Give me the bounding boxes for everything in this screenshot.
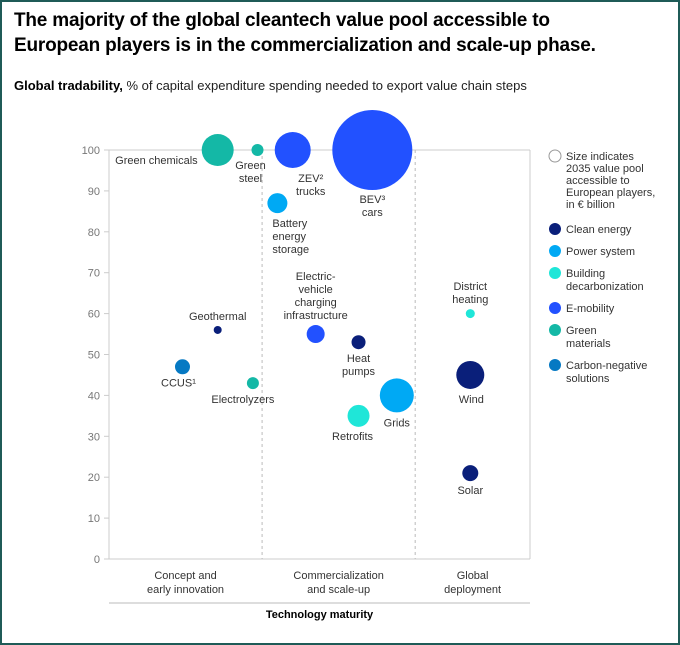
subtitle-bold: Global tradability, <box>14 78 123 93</box>
bubble-label: CCUS¹ <box>161 377 196 389</box>
x-category-label: Concept and <box>154 570 216 582</box>
bubble-label: BEV³ <box>359 194 385 206</box>
bubble-grids <box>379 378 414 413</box>
bubble-electric-vehicle-charging-infrastructure <box>306 325 325 344</box>
x-category-label: Commercialization <box>293 570 383 582</box>
legend-label: solutions <box>566 373 610 385</box>
x-category-label: and scale-up <box>307 584 370 596</box>
bubble-bev-cars <box>332 110 413 190</box>
legend-label: Green <box>566 325 597 337</box>
bubble-label: Battery <box>272 218 307 230</box>
y-tick-label: 20 <box>88 472 100 484</box>
legend-label: Carbon-negative <box>566 360 647 372</box>
bubble-green-chemicals <box>201 134 234 166</box>
bubble-label: storage <box>272 244 309 256</box>
bubble-label: Grids <box>384 417 411 429</box>
bubble-label: Green <box>235 160 266 172</box>
legend-swatch-clean-energy <box>549 223 561 235</box>
bubble-label: vehicle <box>299 284 333 296</box>
y-tick-label: 60 <box>88 309 100 321</box>
bubble-label: cars <box>362 207 383 219</box>
subtitle-rest: % of capital expenditure spending needed… <box>122 78 527 93</box>
bubble-electrolyzers <box>246 377 259 390</box>
bubble-label: energy <box>272 231 306 243</box>
legend-label: Power system <box>566 246 635 258</box>
bubble-label: heating <box>452 294 488 306</box>
size-legend-text: Size indicates <box>566 151 634 163</box>
x-category-label: early innovation <box>147 584 224 596</box>
bubble-label: Wind <box>459 394 484 406</box>
size-legend-text: accessible to <box>566 175 630 187</box>
bubble-solar <box>462 465 479 482</box>
legend-label: E-mobility <box>566 303 615 315</box>
y-tick-label: 10 <box>88 513 100 525</box>
legend-swatch-building-decarbonization <box>549 267 561 279</box>
size-legend-icon <box>548 149 562 163</box>
x-category-label: deployment <box>444 584 501 596</box>
bubble-label: ZEV² <box>298 173 323 185</box>
legend-swatch-green-materials <box>549 324 561 336</box>
bubble-battery-energy-storage <box>267 193 288 214</box>
legend-label: Building <box>566 268 605 280</box>
y-tick-label: 50 <box>88 350 100 362</box>
bubble-heat-pumps <box>351 335 366 350</box>
legend-label: materials <box>566 338 611 350</box>
size-legend-text: European players, <box>566 187 655 199</box>
bubble-label: Solar <box>457 485 483 497</box>
y-tick-label: 100 <box>82 145 100 157</box>
bubble-label: Electric- <box>296 271 336 283</box>
legend-label: Clean energy <box>566 224 632 236</box>
bubble-label: Geothermal <box>189 311 246 323</box>
legend-swatch-e-mobility <box>549 302 561 314</box>
bubble-label: Heat <box>347 353 370 365</box>
legend-label: decarbonization <box>566 281 644 293</box>
bubble-label: Green chemicals <box>115 155 198 167</box>
bubble-retrofits <box>347 404 370 427</box>
chart-subtitle: Global tradability, % of capital expendi… <box>14 78 527 93</box>
size-legend-text: 2035 value pool <box>566 163 644 175</box>
bubble-label: Retrofits <box>332 431 373 443</box>
bubble-label: infrastructure <box>284 310 348 322</box>
bubble-green-steel <box>251 144 264 156</box>
bubble-label: pumps <box>342 366 376 378</box>
bubble-district-heating <box>465 309 475 319</box>
legend-swatch-power-system <box>549 245 561 257</box>
bubble-label: charging <box>295 297 337 309</box>
bubble-label: District <box>453 281 487 293</box>
x-axis-title: Technology maturity <box>266 609 374 621</box>
legend-swatch-carbon-negative-solutions <box>549 359 561 371</box>
bubble-ccus- <box>174 359 190 375</box>
y-tick-label: 90 <box>88 186 100 198</box>
bubble-label: trucks <box>296 186 326 198</box>
size-legend-text: in € billion <box>566 199 615 211</box>
x-category-label: Global <box>457 570 489 582</box>
y-tick-label: 30 <box>88 431 100 443</box>
chart-title: The majority of the global cleantech val… <box>14 10 596 56</box>
y-tick-label: 80 <box>88 227 100 239</box>
y-tick-label: 40 <box>88 390 100 402</box>
bubble-label: Electrolyzers <box>211 394 274 406</box>
bubble-label: steel <box>239 173 262 185</box>
bubble-geothermal <box>213 325 222 334</box>
y-tick-label: 0 <box>94 554 100 566</box>
bubble-wind <box>456 360 485 389</box>
bubble-zev-trucks <box>274 132 311 168</box>
y-tick-label: 70 <box>88 268 100 280</box>
